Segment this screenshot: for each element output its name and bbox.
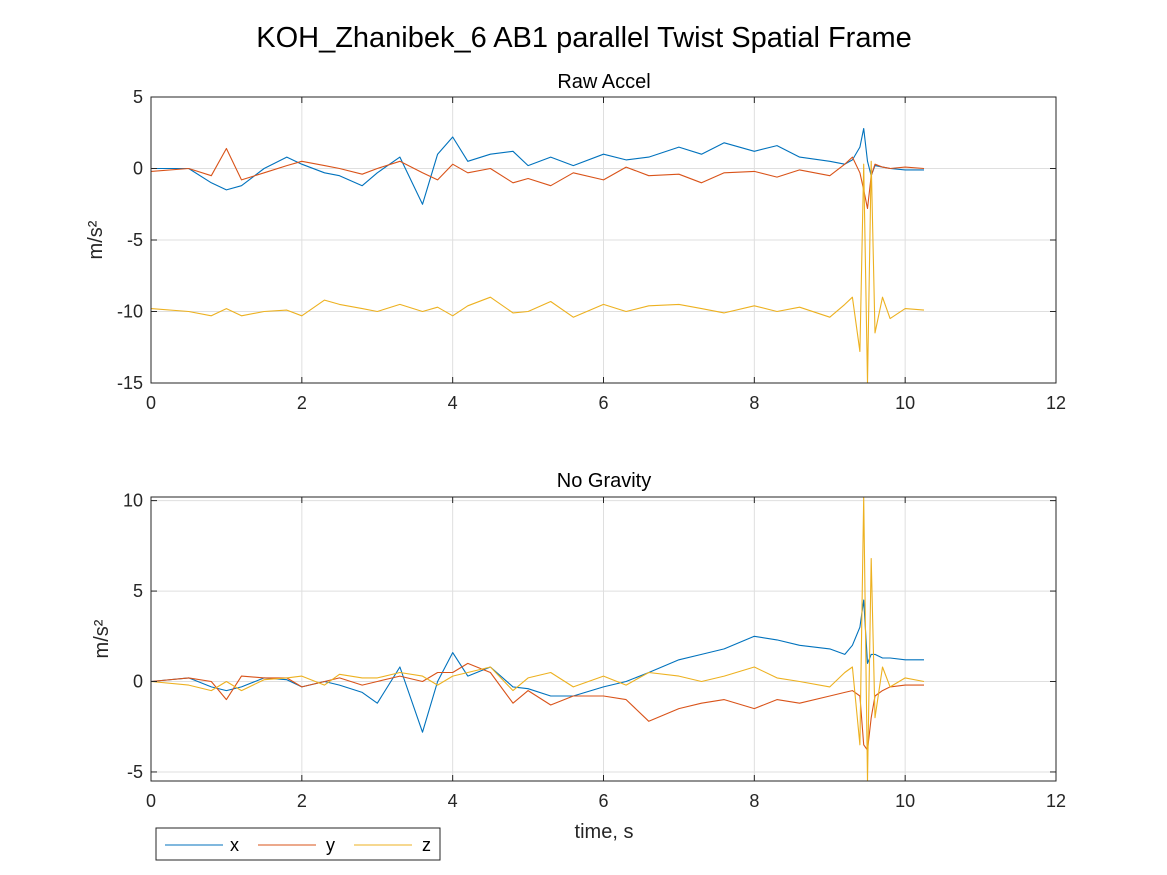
raw-accel-title: Raw Accel	[557, 71, 650, 93]
no-gravity-xtick-label: 0	[146, 791, 156, 811]
raw-accel-series-group	[151, 127, 925, 383]
no-gravity-ylabel: m/s²	[91, 619, 113, 658]
no-gravity-ylabel-text: m/s²	[91, 619, 113, 658]
no-gravity-ytick-label: 10	[123, 491, 143, 511]
no-gravity-xtick-label: 10	[895, 791, 915, 811]
legend-label-x: x	[230, 835, 239, 855]
legend-label-y: y	[326, 835, 335, 855]
no-gravity-title: No Gravity	[557, 470, 651, 492]
raw-accel-panel: Raw Accel m/s² 0 2 4 6 8 10 12 -15 -10 -5 0 5	[85, 71, 1066, 413]
raw-accel-xtick-label: 10	[895, 393, 915, 413]
raw-accel-ytick-label: 5	[133, 87, 143, 107]
raw-accel-ytick-label: -15	[117, 373, 143, 393]
raw-accel-xtick-label: 0	[146, 393, 156, 413]
legend: x y z	[155, 827, 441, 861]
no-gravity-xlabel: time, s	[575, 821, 634, 843]
no-gravity-xtick-label: 2	[297, 791, 307, 811]
figure-title: KOH_Zhanibek_6 AB1 parallel Twist Spatia…	[256, 22, 912, 54]
no-gravity-series-group	[151, 497, 925, 781]
no-gravity-ytick-label: 0	[133, 672, 143, 692]
no-gravity-xtick-label: 6	[598, 791, 608, 811]
raw-accel-xtick-label: 8	[749, 393, 759, 413]
raw-accel-ylabel-text: m/s²	[85, 220, 107, 259]
raw-accel-series-z	[151, 160, 925, 383]
raw-accel-xtick-label: 4	[448, 393, 458, 413]
no-gravity-ytick-label: -5	[127, 762, 143, 782]
no-gravity-xtick-label: 4	[448, 791, 458, 811]
raw-accel-series-x	[151, 127, 924, 205]
legend-label-z: z	[422, 835, 431, 855]
raw-accel-ytick-label: -5	[127, 230, 143, 250]
legend-box	[155, 827, 441, 861]
raw-accel-xtick-label: 6	[598, 393, 608, 413]
raw-accel-ytick-label: -10	[117, 302, 143, 322]
no-gravity-xtick-label: 8	[749, 791, 759, 811]
raw-accel-xtick-label: 12	[1046, 393, 1066, 413]
no-gravity-series-y	[151, 662, 924, 751]
no-gravity-ytick-label: 5	[133, 581, 143, 601]
raw-accel-ylabel: m/s²	[85, 220, 107, 259]
raw-accel-xtick-label: 2	[297, 393, 307, 413]
no-gravity-xtick-label: 12	[1046, 791, 1066, 811]
raw-accel-ytick-label: 0	[133, 159, 143, 179]
no-gravity-series-z	[151, 497, 925, 781]
